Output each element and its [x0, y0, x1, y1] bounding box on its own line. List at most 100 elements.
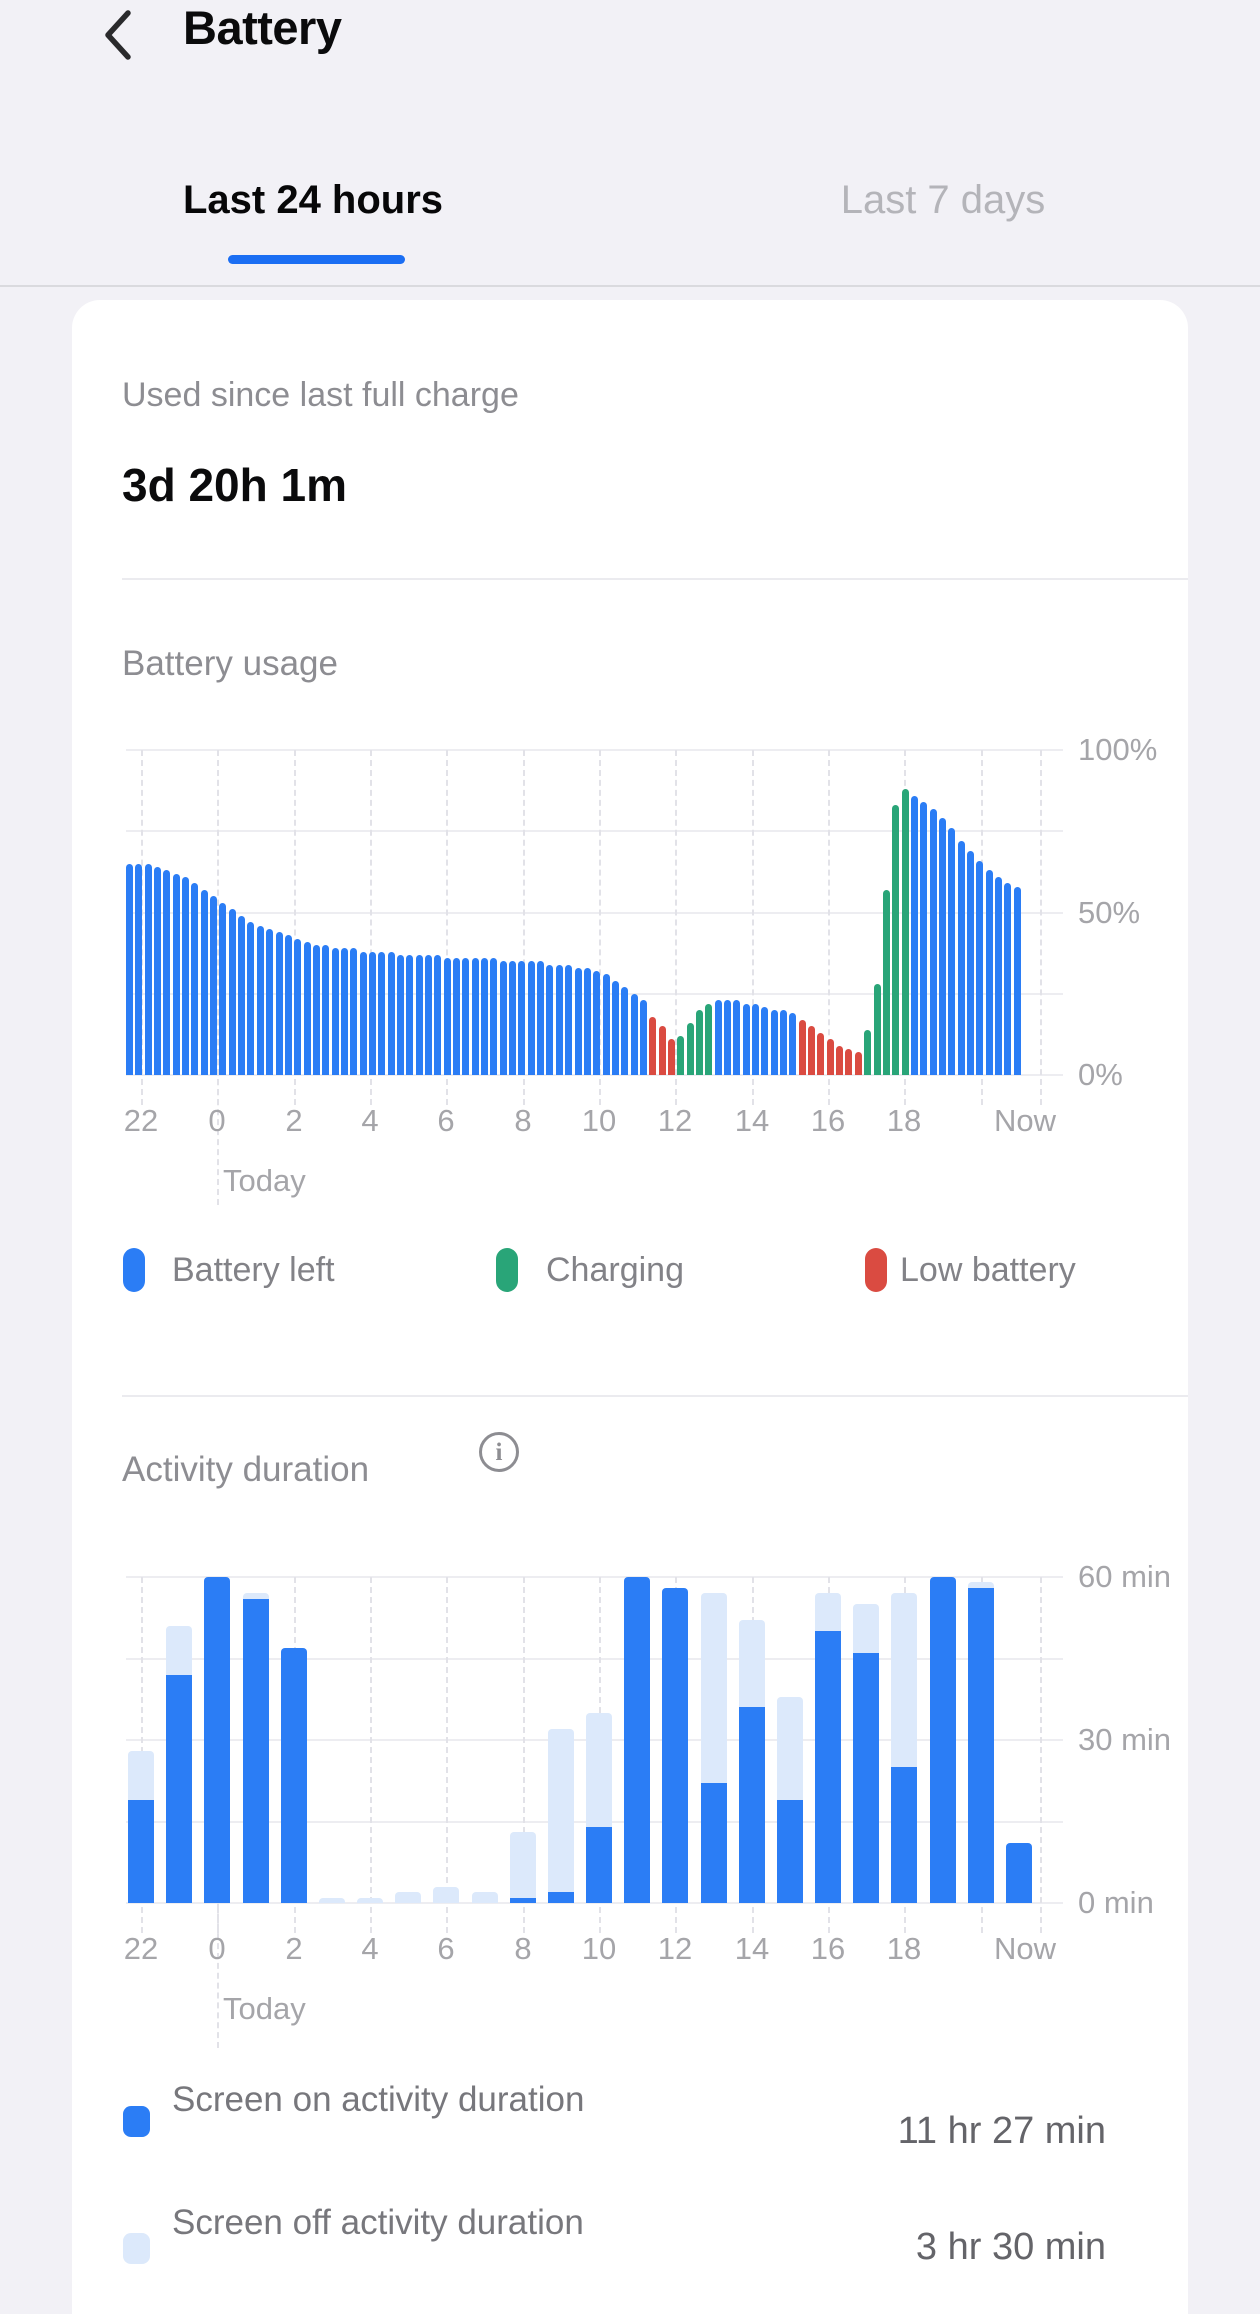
activity-bar: [1005, 1843, 1032, 1903]
battery-bar: [649, 1016, 657, 1075]
h-gridline: [126, 1576, 1063, 1578]
battery-bar: [135, 863, 143, 1075]
battery-bar: [499, 961, 507, 1075]
active-tab-indicator: [228, 255, 405, 264]
activity-duration-chart: 60 min 30 min 0 min 22 0 2 4 6 8 10 12 14 16 18 Now Tod…: [124, 1559, 1171, 2048]
battery-bar: [228, 909, 236, 1075]
screen-off-segment: [891, 1593, 918, 1768]
activity-bar: [967, 1582, 994, 1903]
summary-label: Used since last full charge: [122, 376, 519, 414]
tab-bar: Last 24 hours Last 7 days: [0, 160, 1260, 287]
battery-chart-legend: Battery left Charging Low battery: [72, 1248, 1188, 1298]
tab-last-7-days[interactable]: Last 7 days: [840, 178, 1046, 222]
screen-off-label: Screen off activity duration: [172, 2203, 584, 2242]
battery-bar: [546, 964, 554, 1075]
battery-usage-chart: 100% 50% 0% 22 0 2 4 6 8 10 12 14 16 18 Now Today: [124, 732, 1157, 1205]
battery-bar: [892, 805, 900, 1075]
battery-bar: [957, 841, 965, 1075]
h-gridline: [126, 1657, 1063, 1660]
screen-off-segment: [242, 1593, 269, 1599]
info-icon[interactable]: i: [479, 1432, 519, 1472]
y-axis-label: 60 min: [1078, 1559, 1172, 1594]
screen-off-segment: [547, 1729, 574, 1893]
battery-bar: [471, 958, 479, 1075]
battery-bars: [126, 750, 1022, 1075]
h-gridline: [126, 830, 1063, 833]
screen-on-segment: [738, 1707, 765, 1903]
battery-bar: [733, 1000, 741, 1075]
h-gridline: [126, 911, 1063, 914]
screen-on-segment: [700, 1783, 727, 1903]
v-gridline: [370, 1577, 372, 1933]
low-battery-label: Low battery: [900, 1251, 1076, 1289]
battery-bar: [752, 1003, 760, 1075]
battery-bar: [583, 967, 591, 1075]
charging-swatch: [496, 1248, 518, 1292]
battery-bar: [163, 870, 171, 1075]
activity-bar: [547, 1729, 574, 1903]
battery-bar: [490, 958, 498, 1075]
activity-bar: [929, 1577, 956, 1903]
battery-bar: [434, 954, 442, 1075]
battery-bar: [144, 863, 152, 1075]
battery-bar: [761, 1006, 769, 1075]
app-header: Battery: [0, 0, 1260, 90]
x-axis-label: 8: [514, 1103, 532, 1138]
v-gridline: [370, 750, 372, 1105]
tab-bar-divider: [0, 285, 1260, 287]
screen-on-segment: [929, 1577, 956, 1903]
activity-bar: [853, 1604, 880, 1903]
back-button[interactable]: [92, 4, 144, 68]
screen-off-segment: [128, 1750, 154, 1800]
battery-bar: [453, 958, 461, 1075]
screen-on-segment: [1005, 1843, 1032, 1903]
screen-on-segment: [280, 1647, 307, 1903]
x-axis-label: 14: [734, 1103, 770, 1138]
battery-bar: [789, 1013, 797, 1075]
screen-off-segment: [357, 1897, 384, 1903]
screen-off-swatch: [123, 2233, 150, 2264]
battery-card: Used since last full charge 3d 20h 1m Ba…: [72, 300, 1188, 2314]
battery-bar: [182, 876, 190, 1075]
activity-bar: [662, 1587, 689, 1903]
today-gridline: [217, 750, 219, 1205]
v-gridline: [1040, 1577, 1042, 1933]
x-axis-label: 14: [734, 1931, 770, 1966]
activity-bar: [700, 1593, 727, 1903]
screen-on-segment: [776, 1799, 803, 1903]
screen-off-segment: [967, 1582, 994, 1588]
summary-value: 3d 20h 1m: [122, 459, 347, 511]
battery-bar: [443, 958, 451, 1075]
battery-bar: [415, 954, 423, 1075]
activity-bar: [624, 1577, 651, 1903]
v-gridline: [828, 750, 830, 1105]
activity-bar: [166, 1625, 193, 1903]
battery-bar: [798, 1019, 806, 1075]
activity-bar: [204, 1577, 231, 1903]
battery-bar: [200, 889, 208, 1075]
screen-off-segment: [166, 1625, 193, 1675]
battery-bar: [817, 1032, 825, 1075]
screen-on-segment: [891, 1767, 918, 1903]
battery-bar: [770, 1010, 778, 1075]
battery-bar: [667, 1039, 675, 1075]
battery-bar: [882, 889, 890, 1075]
screen-off-value: 3 hr 30 min: [915, 2226, 1106, 2268]
activity-bar: [433, 1886, 460, 1903]
battery-bar: [621, 987, 629, 1075]
x-axis-label: 2: [285, 1103, 303, 1138]
screen-off-segment: [433, 1886, 460, 1903]
battery-left-label: Battery left: [172, 1251, 335, 1289]
x-axis-label: 0: [208, 1931, 226, 1966]
y-axis-label: 30 min: [1078, 1722, 1172, 1757]
screen-on-segment: [509, 1897, 536, 1903]
battery-bar: [724, 1000, 731, 1075]
battery-bar: [462, 958, 470, 1075]
screen-on-value: 11 hr 27 min: [897, 2110, 1106, 2152]
screen-off-segment: [853, 1604, 880, 1654]
x-axis-label: 2: [285, 1931, 303, 1966]
battery-bar: [639, 1000, 647, 1075]
battery-bar: [172, 873, 180, 1075]
x-axis-label-now: Now: [993, 1931, 1057, 1966]
tab-last-24-hours[interactable]: Last 24 hours: [182, 178, 444, 222]
